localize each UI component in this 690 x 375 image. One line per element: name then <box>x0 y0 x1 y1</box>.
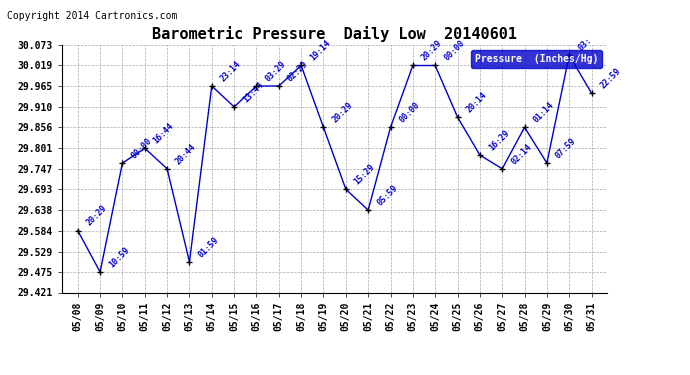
Text: 07:59: 07:59 <box>554 136 578 160</box>
Text: 00:00: 00:00 <box>397 100 422 124</box>
Title: Barometric Pressure  Daily Low  20140601: Barometric Pressure Daily Low 20140601 <box>152 27 517 42</box>
Text: 20:14: 20:14 <box>464 90 489 114</box>
Text: 19:14: 19:14 <box>308 39 332 63</box>
Text: 03:: 03: <box>576 36 593 52</box>
Text: 23:14: 23:14 <box>219 59 243 83</box>
Text: 02:29: 02:29 <box>286 59 310 83</box>
Text: 02:14: 02:14 <box>509 142 533 166</box>
Text: 22:59: 22:59 <box>598 66 622 90</box>
Text: 03:29: 03:29 <box>264 59 288 83</box>
Text: 05:59: 05:59 <box>375 183 399 207</box>
Text: 00:00: 00:00 <box>129 136 153 160</box>
Text: 01:59: 01:59 <box>197 235 220 259</box>
Legend: Pressure  (Inches/Hg): Pressure (Inches/Hg) <box>471 50 602 68</box>
Text: 20:44: 20:44 <box>174 142 198 166</box>
Text: 16:29: 16:29 <box>487 128 511 152</box>
Text: 16:44: 16:44 <box>152 122 176 146</box>
Text: 15:29: 15:29 <box>353 162 377 186</box>
Text: 00:00: 00:00 <box>442 39 466 63</box>
Text: 20:29: 20:29 <box>85 204 109 228</box>
Text: 20:29: 20:29 <box>420 39 444 63</box>
Text: 13:44: 13:44 <box>241 80 265 104</box>
Text: Copyright 2014 Cartronics.com: Copyright 2014 Cartronics.com <box>7 11 177 21</box>
Text: 20:29: 20:29 <box>331 100 355 124</box>
Text: 10:59: 10:59 <box>107 245 131 269</box>
Text: 01:14: 01:14 <box>531 100 555 124</box>
